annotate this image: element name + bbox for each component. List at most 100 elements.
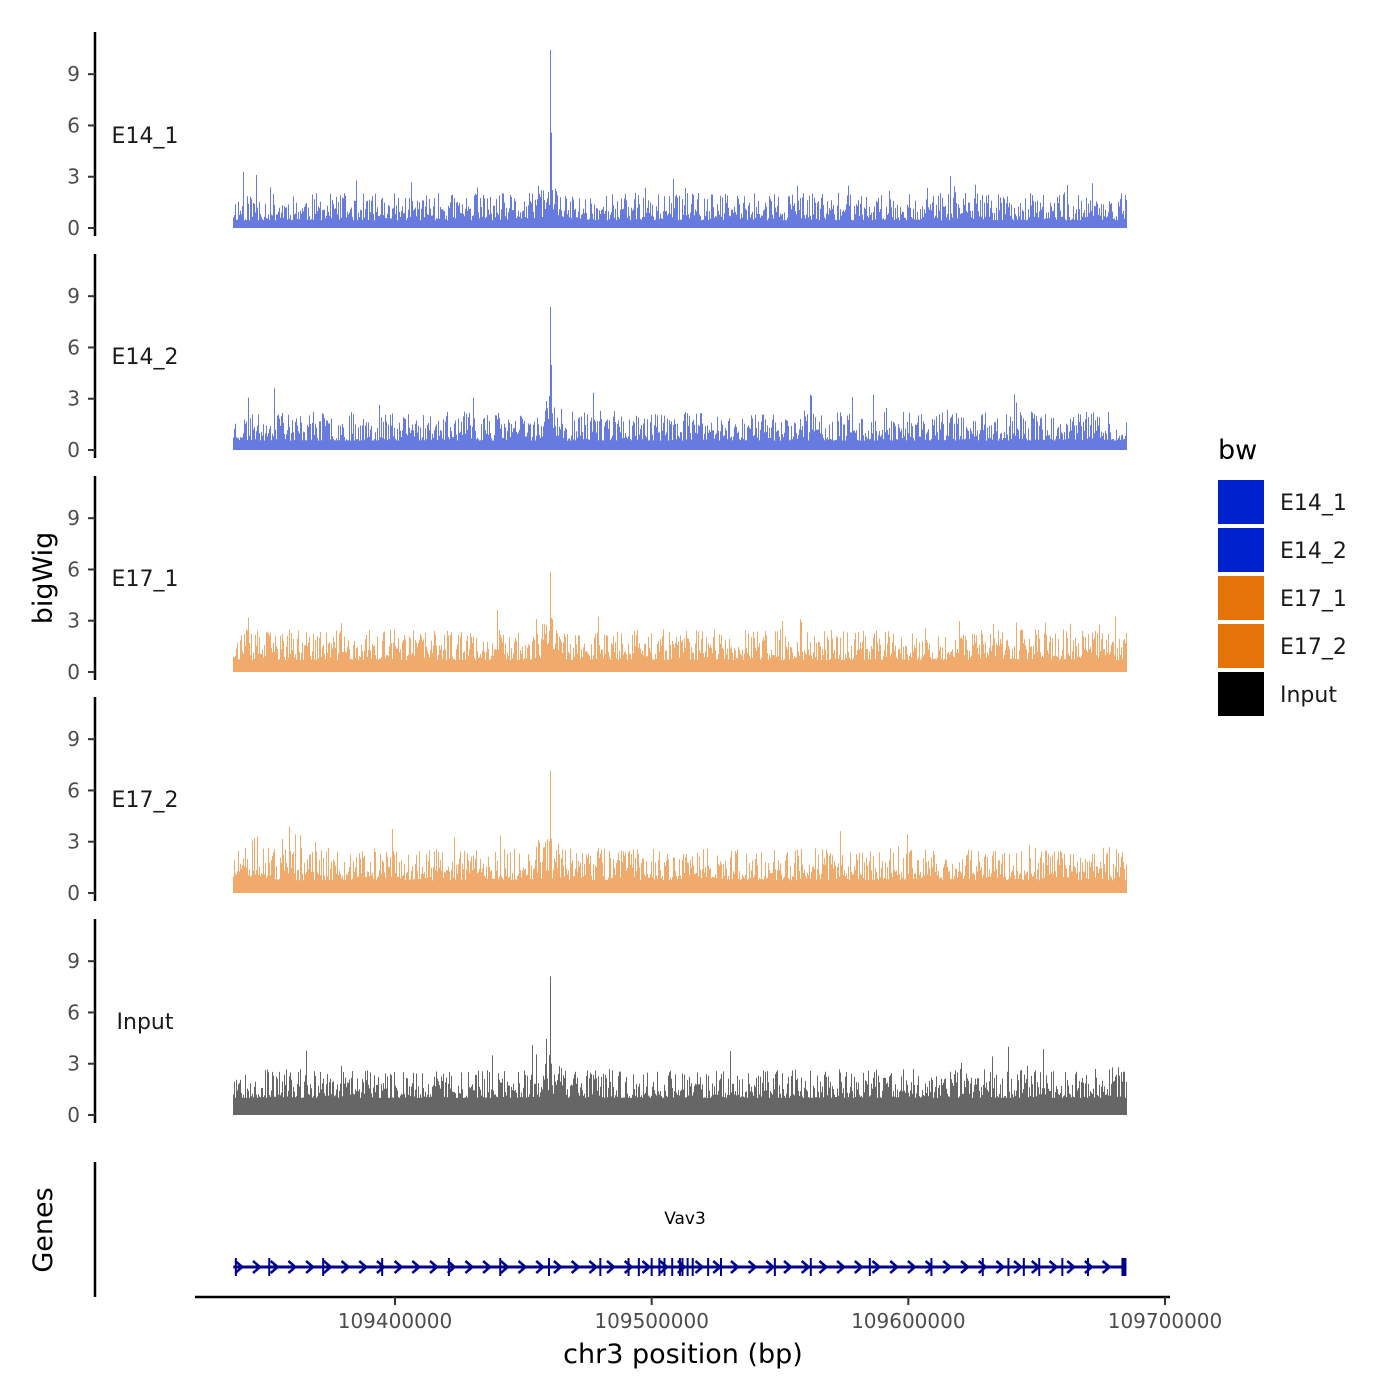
genes-track-title: Genes [28, 1187, 59, 1272]
legend-label: E14_1 [1280, 491, 1347, 516]
y-tick-label: 3 [67, 165, 80, 189]
strand-arrow [641, 1260, 652, 1274]
coverage-signal-E17_1 [233, 572, 1127, 672]
y-tick-label: 0 [67, 1103, 80, 1127]
gene-exon [663, 1258, 666, 1276]
y-tick-label: 0 [67, 216, 80, 240]
strand-arrow [446, 1260, 457, 1274]
strand-arrow [871, 1260, 882, 1274]
gene-exon [234, 1258, 237, 1276]
strand-arrow [393, 1260, 404, 1274]
gene-exon [322, 1258, 325, 1276]
strand-arrow [482, 1260, 493, 1274]
strand-arrow [588, 1260, 599, 1274]
x-tick-label: 109500000 [594, 1309, 709, 1333]
strand-arrow [553, 1260, 563, 1274]
gene-exon [981, 1258, 984, 1276]
legend-entry-E14_2: E14_2 [1218, 528, 1347, 572]
strand-arrow [429, 1260, 439, 1274]
strand-arrow [800, 1260, 811, 1274]
legend-entry-E17_2: E17_2 [1218, 624, 1347, 668]
y-tick-label: 0 [67, 438, 80, 462]
gene-exon [1087, 1258, 1089, 1276]
y-tick-label: 6 [67, 113, 80, 137]
x-tick-label: 109600000 [851, 1309, 966, 1333]
gene-exon [1022, 1258, 1025, 1276]
strand-arrow [269, 1260, 280, 1274]
gene-exon [650, 1258, 653, 1276]
gene-exon [447, 1258, 450, 1276]
legend-entry-E17_1: E17_1 [1218, 576, 1347, 620]
y-tick-label: 9 [67, 949, 80, 973]
track-label: Input [117, 1010, 174, 1035]
track-label: E14_1 [112, 124, 179, 149]
strand-arrow [960, 1260, 970, 1274]
y-tick-label: 6 [67, 1000, 80, 1024]
y-axis-title: bigWig [28, 532, 59, 625]
y-tick-label: 0 [67, 881, 80, 905]
legend: bw E14_1 E14_2 E17_1 E17_2 Input [1218, 435, 1347, 716]
y-tick-label: 9 [67, 284, 80, 308]
strand-arrow [464, 1260, 475, 1274]
gene-exon [499, 1258, 502, 1276]
track-label: E17_2 [112, 788, 179, 813]
legend-swatch [1218, 672, 1264, 716]
gene-exon [773, 1258, 776, 1276]
legend-label: E17_2 [1280, 635, 1347, 660]
x-axis-title: chr3 position (bp) [563, 1339, 803, 1370]
coverage-signal-E14_1 [233, 50, 1127, 228]
strand-arrow [606, 1260, 616, 1274]
gene-exon [707, 1258, 710, 1276]
strand-arrow [499, 1260, 510, 1274]
gene-exon [548, 1258, 550, 1276]
strand-arrow [818, 1260, 829, 1274]
strand-arrow [252, 1260, 262, 1274]
x-tick-label: 109700000 [1108, 1309, 1223, 1333]
strand-arrow [765, 1260, 776, 1274]
legend-swatch [1218, 624, 1264, 668]
gene-exon [686, 1258, 689, 1276]
strand-arrow [694, 1260, 705, 1274]
gene-exon [627, 1258, 630, 1276]
track-panel-E14_1: E14_1 0 3 6 9 [67, 32, 1127, 240]
legend-swatch [1218, 480, 1264, 524]
y-tick-label: 9 [67, 727, 80, 751]
x-axis: 109400000 109500000 109600000 109700000 … [195, 1295, 1223, 1370]
gene-model-vav3 [233, 1258, 1127, 1276]
track-panel-E17_1: E17_1 0 3 6 9 [67, 476, 1127, 684]
strand-arrow [340, 1260, 351, 1274]
y-tick-label: 9 [67, 62, 80, 86]
gene-exon [868, 1258, 871, 1276]
strand-arrow [730, 1260, 740, 1274]
strand-arrow [517, 1260, 528, 1274]
strand-arrow [623, 1260, 634, 1274]
coverage-signal-Input [233, 976, 1127, 1115]
strand-arrow [1048, 1260, 1059, 1274]
strand-arrow [234, 1260, 245, 1274]
gene-exon [1038, 1258, 1041, 1276]
strand-arrow [1013, 1260, 1024, 1274]
legend-label: E17_1 [1280, 587, 1347, 612]
track-label: E17_1 [112, 567, 179, 592]
strand-arrow [1066, 1260, 1077, 1274]
gene-exon [658, 1258, 661, 1276]
strand-arrow [659, 1260, 670, 1274]
strand-arrow [1101, 1260, 1112, 1274]
track-panel-E17_2: E17_2 0 3 6 9 [67, 697, 1127, 905]
strand-arrow [924, 1260, 935, 1274]
x-tick-label: 109400000 [338, 1309, 453, 1333]
legend-title: bw [1218, 435, 1257, 466]
gene-exon [678, 1258, 681, 1276]
y-tick-label: 3 [67, 1052, 80, 1076]
strand-arrow [358, 1260, 369, 1274]
strand-arrow [376, 1260, 386, 1274]
gene-name-label: Vav3 [664, 1209, 706, 1229]
track-panel-E14_2: E14_2 0 3 6 9 [67, 254, 1127, 462]
strand-arrow [907, 1260, 917, 1274]
coverage-signal-E14_2 [233, 306, 1127, 450]
gene-exon [809, 1258, 812, 1276]
y-tick-label: 3 [67, 387, 80, 411]
legend-entry-Input: Input [1218, 672, 1337, 716]
legend-entry-E14_1: E14_1 [1218, 480, 1347, 524]
y-tick-label: 3 [67, 830, 80, 854]
